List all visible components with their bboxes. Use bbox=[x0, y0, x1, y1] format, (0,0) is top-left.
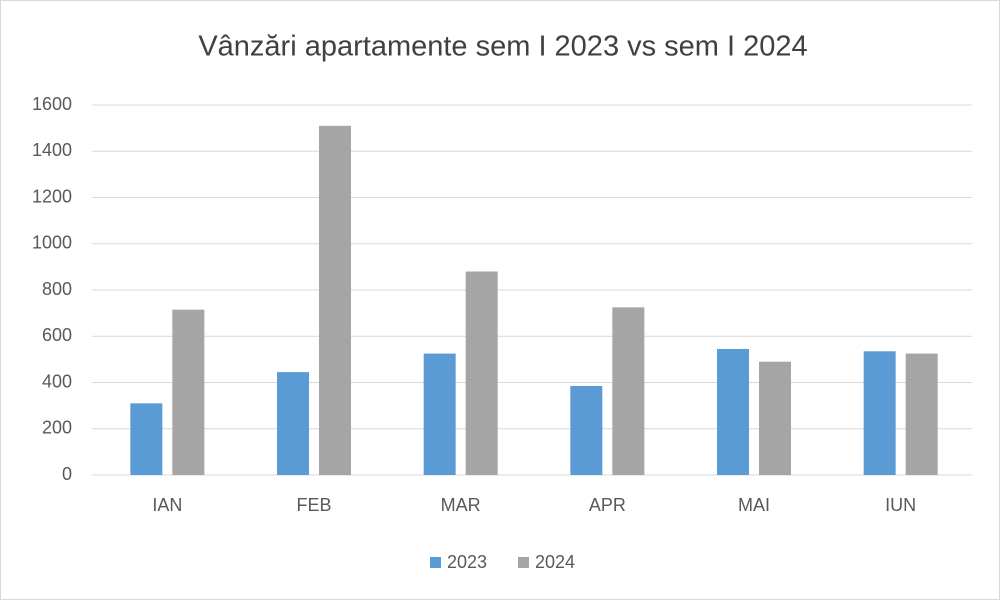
y-tick-label: 1200 bbox=[32, 186, 72, 206]
y-tick-label: 400 bbox=[42, 371, 72, 391]
x-tick-label: MAR bbox=[441, 495, 481, 515]
bar bbox=[570, 385, 603, 475]
y-tick-label: 1400 bbox=[32, 140, 72, 160]
bar bbox=[465, 271, 498, 475]
x-tick-label: IUN bbox=[885, 495, 916, 515]
y-tick-label: 200 bbox=[42, 418, 72, 438]
bar bbox=[759, 361, 791, 475]
y-tick-label: 600 bbox=[42, 325, 72, 345]
x-tick-label: MAI bbox=[738, 495, 770, 515]
legend-label: 2024 bbox=[535, 552, 575, 572]
y-tick-label: 800 bbox=[42, 279, 72, 299]
bar bbox=[423, 353, 456, 475]
y-tick-label: 1000 bbox=[32, 233, 72, 253]
bar bbox=[172, 309, 205, 475]
legend-label: 2023 bbox=[447, 552, 487, 572]
legend-swatch bbox=[518, 557, 529, 568]
y-tick-label: 1600 bbox=[32, 94, 72, 114]
bar bbox=[277, 372, 309, 475]
bar bbox=[130, 403, 163, 475]
bar bbox=[612, 307, 645, 475]
legend-swatch bbox=[430, 557, 441, 568]
chart-title: Vânzări apartamente sem I 2023 vs sem I … bbox=[198, 31, 807, 63]
bar bbox=[717, 348, 749, 475]
bar bbox=[319, 125, 351, 475]
bar bbox=[863, 351, 896, 475]
x-tick-label: IAN bbox=[152, 495, 182, 515]
x-tick-label: APR bbox=[589, 495, 626, 515]
x-tick-label: FEB bbox=[296, 495, 331, 515]
bar bbox=[905, 353, 938, 475]
y-tick-label: 0 bbox=[62, 464, 72, 484]
